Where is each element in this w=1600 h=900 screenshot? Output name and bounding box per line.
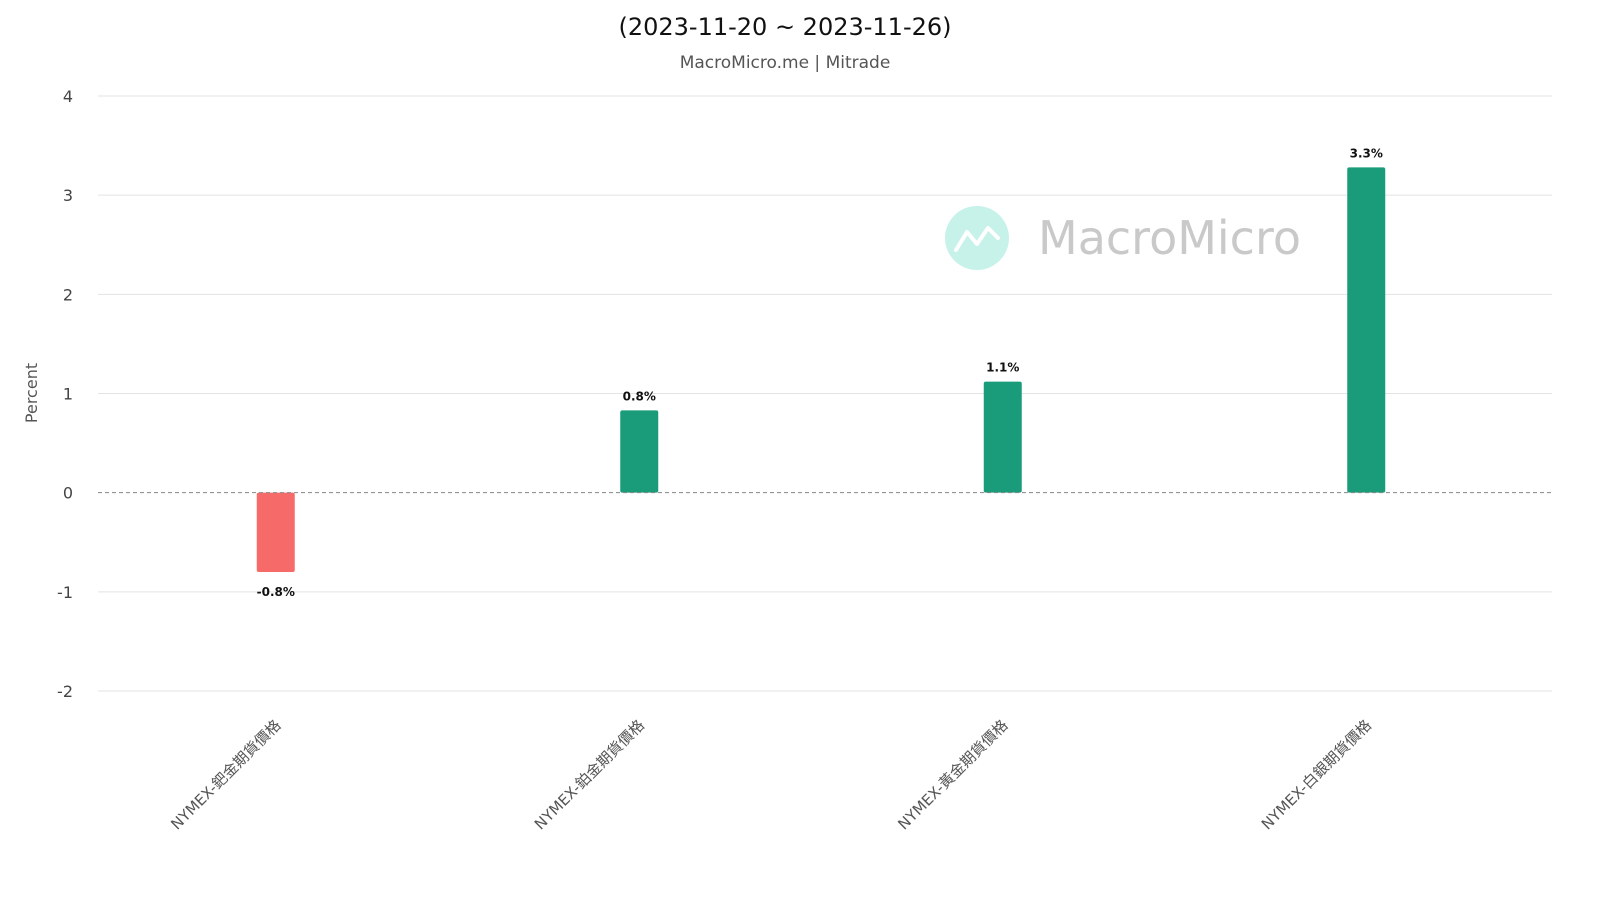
x-tick-label: NYMEX-白銀期貨價格 — [1258, 716, 1375, 833]
x-tick-label: NYMEX-鈀金期貨價格 — [167, 716, 284, 833]
y-tick-label: 2 — [63, 285, 73, 304]
bars-layer — [256, 167, 1386, 572]
chart-title: (2023-11-20 ~ 2023-11-26) — [618, 13, 951, 41]
y-tick-label: -2 — [57, 682, 73, 701]
y-tick-label: 0 — [63, 484, 73, 503]
y-tick-label: 3 — [63, 186, 73, 205]
x-tick-label: NYMEX-黃金期貨價格 — [894, 716, 1011, 833]
data-label: -0.8% — [257, 585, 295, 599]
bar[interactable] — [983, 381, 1022, 493]
logo-line-icon — [954, 226, 1000, 252]
grid-layer — [98, 95, 1552, 692]
data-label: 1.1% — [986, 361, 1019, 375]
data-label: 3.3% — [1350, 146, 1383, 160]
y-tick-label: -1 — [57, 583, 73, 602]
watermark-text: MacroMicro — [1038, 211, 1301, 265]
x-tick-label: NYMEX-鉑金期貨價格 — [531, 716, 648, 833]
bar[interactable] — [620, 410, 659, 493]
data-label: 0.8% — [623, 389, 656, 403]
labels-layer: 4 3 2 1 0 -1 -2 -0.8% NYMEX-鈀金期貨價格 0.8% NYMEX-鉑金期貨… — [57, 87, 1383, 833]
y-axis-label: Percent — [22, 363, 41, 423]
bar[interactable] — [1347, 167, 1386, 493]
y-tick-label: 4 — [63, 87, 73, 106]
y-tick-label: 1 — [63, 385, 73, 404]
chart-subtitle: MacroMicro.me | Mitrade — [680, 53, 891, 73]
watermark: MacroMicro — [945, 206, 1301, 270]
macromicro-logo-icon — [945, 206, 1009, 270]
bar[interactable] — [256, 492, 295, 572]
